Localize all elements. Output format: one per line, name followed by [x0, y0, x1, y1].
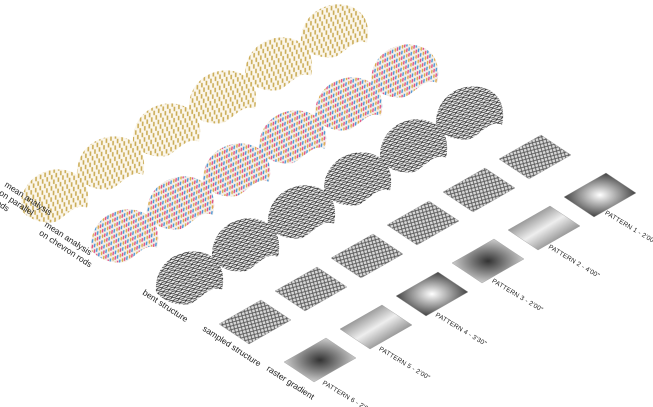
chevron-rods — [203, 143, 270, 196]
bent-structure — [380, 119, 447, 172]
bent-structure — [156, 251, 223, 304]
bent-structure — [436, 86, 503, 139]
bent-structure — [268, 185, 335, 238]
illustration — [21, 4, 636, 382]
pattern-label: PATTERN 3 - 2'00" — [490, 278, 544, 314]
parallel-rods — [133, 103, 200, 156]
chevron-rods — [91, 209, 158, 262]
sampled-tile — [331, 234, 403, 278]
parallel-rods — [77, 136, 144, 189]
sampled-tile — [387, 201, 459, 245]
chevron-rods — [371, 44, 438, 97]
raster-tile — [340, 305, 412, 349]
raster-tile — [284, 338, 356, 382]
pattern-label: PATTERN 1 - 2'00" — [603, 210, 653, 246]
chevron-rods — [259, 110, 326, 163]
pattern-label: PATTERN 2 - 4'00" — [547, 244, 601, 280]
chevron-rods — [315, 77, 382, 130]
chevron-rods — [147, 176, 214, 229]
pattern-label: PATTERN 5 - 2'00" — [377, 346, 431, 382]
parallel-rods — [245, 37, 312, 90]
sampled-tile — [275, 267, 347, 311]
row-label: mean analysison chevron rods — [37, 219, 99, 269]
raster-tile — [396, 272, 468, 316]
raster-tile — [564, 173, 636, 217]
bent-structure — [324, 152, 391, 205]
sampled-tile — [499, 135, 571, 179]
raster-tile — [508, 206, 580, 250]
parallel-rods — [301, 4, 368, 57]
bent-structure — [212, 218, 279, 271]
diagram: mean analysison parallelrodsmean analysi… — [0, 0, 653, 407]
pattern-label: PATTERN 6 - 2'00" — [321, 380, 375, 407]
raster-tile — [452, 239, 524, 283]
parallel-rods — [189, 70, 256, 123]
pattern-label: PATTERN 4 - 3'30" — [434, 312, 488, 348]
sampled-tile — [443, 168, 515, 212]
